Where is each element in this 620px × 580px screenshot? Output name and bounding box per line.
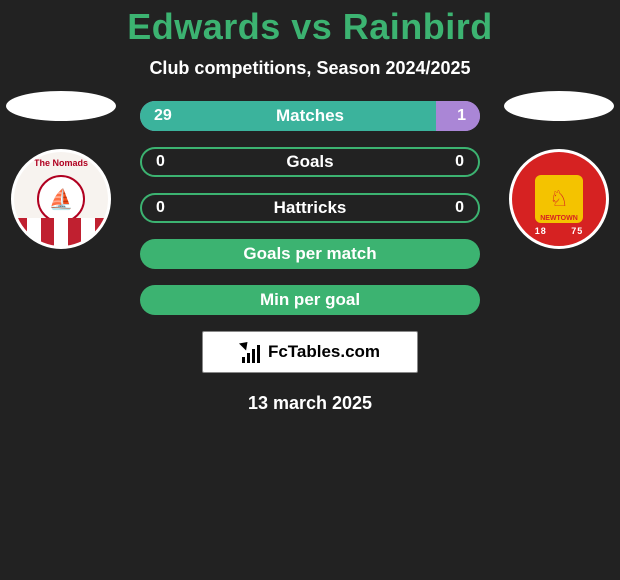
stat-row: Min per goal: [140, 285, 480, 315]
page-subtitle: Club competitions, Season 2024/2025: [0, 58, 620, 79]
badge-years: 18 75: [512, 226, 606, 236]
brand-box[interactable]: FcTables.com: [202, 331, 418, 373]
badge-label: NEWTOWN: [538, 215, 580, 222]
player1-photo-placeholder: [6, 91, 116, 121]
chart-icon: [240, 341, 262, 363]
player1-side: The Nomads ⛵: [6, 91, 116, 249]
stat-value-right: 0: [455, 153, 464, 171]
stat-bars: Matches 29 1 Goals 0 0 Hattricks 0 0 Goals per ma…: [140, 101, 480, 315]
year-right: 75: [571, 226, 583, 236]
stat-value-left: 0: [156, 199, 165, 217]
stat-value-left: 29: [154, 107, 172, 125]
player2-photo-placeholder: [504, 91, 614, 121]
stat-row: Matches 29 1: [140, 101, 480, 131]
stat-row: Hattricks 0 0: [140, 193, 480, 223]
stat-row: Goals 0 0: [140, 147, 480, 177]
badge-stripes: [14, 218, 108, 246]
stat-value-right: 0: [455, 199, 464, 217]
year-left: 18: [535, 226, 547, 236]
player2-club-badge: ♘ NEWTOWN 18 75: [509, 149, 609, 249]
stat-row: Goals per match: [140, 239, 480, 269]
stat-label: Matches: [276, 106, 344, 126]
date-text: 13 march 2025: [0, 393, 620, 414]
brand-text: FcTables.com: [268, 342, 380, 362]
player2-side: ♘ NEWTOWN 18 75: [504, 91, 614, 249]
stat-label: Goals: [286, 152, 333, 172]
comparison-card: Edwards vs Rainbird Club competitions, S…: [0, 0, 620, 580]
stat-value-left: 0: [156, 153, 165, 171]
badge-arc-text: The Nomads: [14, 158, 108, 168]
stat-label: Hattricks: [274, 198, 347, 218]
stat-label: Min per goal: [260, 290, 360, 310]
stat-value-right: 1: [457, 107, 466, 125]
player1-club-badge: The Nomads ⛵: [11, 149, 111, 249]
content-area: The Nomads ⛵ ♘ NEWTOWN 18 75: [0, 101, 620, 414]
page-title: Edwards vs Rainbird: [0, 6, 620, 48]
ship-icon: ⛵: [37, 175, 85, 223]
stat-label: Goals per match: [243, 244, 376, 264]
